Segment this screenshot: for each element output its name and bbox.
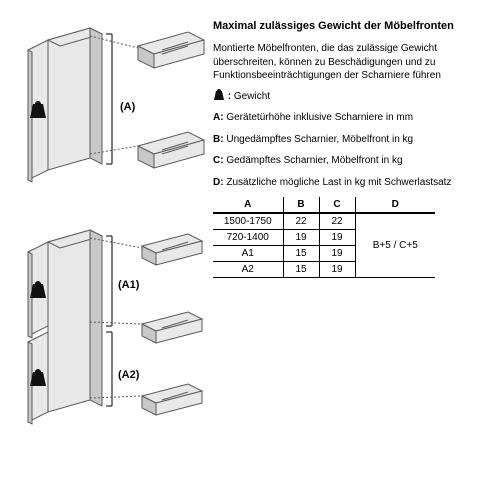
cell-a: A1 — [213, 246, 283, 262]
cell-a: 720-1400 — [213, 230, 283, 246]
th-b: B — [283, 197, 319, 213]
cell-a: 1500-1750 — [213, 213, 283, 230]
label-a: (A) — [120, 101, 136, 113]
def-b: B: Ungedämpftes Scharnier, Möbelfront in… — [213, 133, 490, 147]
cell-b: 19 — [283, 230, 319, 246]
def-d-text: Zusätzliche mögliche Last in kg mit Schw… — [226, 177, 451, 188]
cell-a: A2 — [213, 262, 283, 278]
cell-b: 15 — [283, 246, 319, 262]
cell-c: 19 — [319, 246, 355, 262]
def-weight-text: Gewicht — [234, 91, 270, 102]
cabinet-diagram: (A) — [10, 20, 205, 480]
cell-b: 22 — [283, 213, 319, 230]
def-b-text: Ungedämpftes Scharnier, Möbelfront in kg — [226, 134, 413, 145]
page-container: (A) — [0, 0, 500, 500]
diagram-panel: (A) — [10, 20, 205, 480]
text-panel: Maximal zulässiges Gewicht der Möbelfron… — [205, 20, 490, 480]
table-header-row: A B C D — [213, 197, 435, 213]
def-a-text: Gerätetürhöhe inklusive Scharniere in mm — [226, 112, 413, 123]
cell-c: 22 — [319, 213, 355, 230]
weight-icon — [213, 89, 225, 101]
weight-table: A B C D 1500-1750 22 22 B+5 / C+5 720-14… — [213, 197, 435, 278]
table-row: 1500-1750 22 22 B+5 / C+5 — [213, 213, 435, 230]
def-d: D: Zusätzliche mögliche Last in kg mit S… — [213, 176, 490, 190]
th-a: A — [213, 197, 283, 213]
def-weight: : Gewicht — [213, 89, 490, 104]
th-d: D — [355, 197, 435, 213]
label-a1: (A1) — [118, 279, 140, 291]
def-c: C: Gedämpftes Scharnier, Möbelfront in k… — [213, 154, 490, 168]
cell-c: 19 — [319, 230, 355, 246]
label-a2: (A2) — [118, 369, 140, 381]
title: Maximal zulässiges Gewicht der Möbelfron… — [213, 20, 490, 32]
cell-d: B+5 / C+5 — [355, 213, 435, 278]
def-c-text: Gedämpftes Scharnier, Möbelfront in kg — [226, 155, 402, 166]
def-a: A: Gerätetürhöhe inklusive Scharniere in… — [213, 111, 490, 125]
intro-text: Montierte Möbelfronten, die das zulässig… — [213, 42, 490, 83]
definition-list: : Gewicht A: Gerätetürhöhe inklusive Sch… — [213, 89, 490, 190]
th-c: C — [319, 197, 355, 213]
cell-c: 19 — [319, 262, 355, 278]
cell-b: 15 — [283, 262, 319, 278]
